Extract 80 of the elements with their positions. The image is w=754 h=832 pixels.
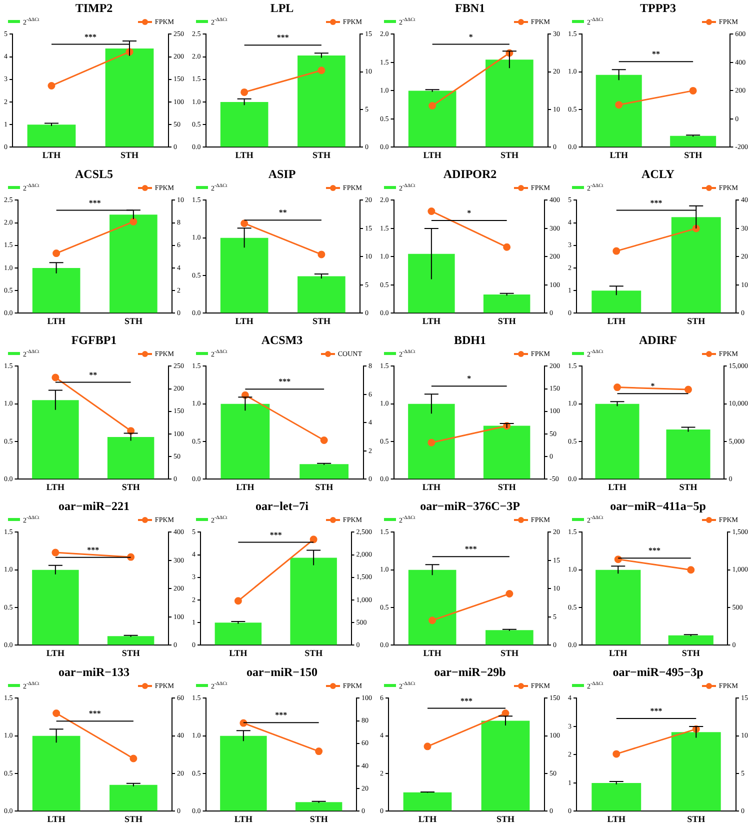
- x-tick-label: STH: [496, 814, 515, 824]
- x-tick-label: STH: [500, 648, 518, 658]
- chart-title: ACLY: [640, 166, 676, 182]
- x-tick-label: LTH: [607, 316, 626, 326]
- x-tick-label: STH: [687, 814, 706, 824]
- x-tick-label: STH: [682, 648, 700, 658]
- x-tick-label: LTH: [423, 648, 442, 658]
- x-tick-label: LTH: [609, 648, 628, 658]
- x-tick-label: LTH: [235, 316, 254, 326]
- x-tick-label: LTH: [607, 814, 626, 824]
- chart-title: oar−miR−29b: [433, 664, 507, 680]
- x-tick-label: STH: [315, 482, 334, 492]
- x-tick-label: LTH: [608, 482, 626, 492]
- chart-title: FBN1: [454, 0, 486, 16]
- chart-title: ACSM3: [260, 332, 304, 348]
- x-tick-label: LTH: [422, 482, 441, 492]
- x-tick-label: LTH: [46, 648, 65, 658]
- annotation: ***: [275, 710, 288, 720]
- x-tick-label: STH: [122, 482, 140, 492]
- chart-title: oar−miR−221: [58, 498, 130, 514]
- x-tick-label: STH: [310, 814, 328, 824]
- annotation: *: [467, 208, 472, 218]
- x-tick-label: STH: [498, 482, 516, 492]
- annotation: ***: [464, 544, 477, 554]
- annotation: ***: [460, 696, 472, 706]
- annotation: ***: [88, 709, 101, 718]
- chart-title: ACSL5: [74, 166, 114, 182]
- annotation: *: [467, 374, 472, 384]
- x-tick-label: STH: [684, 150, 702, 160]
- x-tick-label: LTH: [610, 150, 628, 160]
- chart-title: oar−let−7i: [254, 498, 310, 514]
- x-tick-label: LTH: [47, 814, 66, 824]
- x-tick-label: LTH: [422, 316, 441, 326]
- x-tick-label: LTH: [418, 814, 437, 824]
- x-tick-label: STH: [500, 150, 518, 160]
- chart-title: FGFBP1: [70, 332, 118, 348]
- chart-title: LPL: [269, 0, 295, 16]
- x-tick-label: LTH: [235, 150, 254, 160]
- annotation: ***: [650, 198, 662, 208]
- annotation: *: [650, 382, 655, 391]
- x-tick-label: LTH: [234, 814, 253, 824]
- x-tick-label: LTH: [236, 482, 254, 492]
- chart-title: ADIRF: [638, 332, 678, 348]
- annotation: **: [652, 50, 660, 59]
- chart-title: BDH1: [452, 332, 487, 348]
- x-tick-label: STH: [120, 150, 139, 160]
- x-tick-label: STH: [687, 316, 706, 326]
- annotation: ***: [87, 545, 100, 554]
- x-tick-label: LTH: [229, 648, 248, 658]
- x-tick-label: STH: [124, 316, 142, 326]
- x-tick-label: LTH: [46, 482, 65, 492]
- chart-title: TIMP2: [74, 0, 114, 16]
- x-tick-label: STH: [312, 150, 330, 160]
- annotation: ***: [88, 198, 101, 208]
- annotation: *: [468, 32, 473, 42]
- x-tick-label: LTH: [47, 316, 66, 326]
- chart-title: oar−miR−150: [246, 664, 318, 680]
- annotation: ***: [270, 530, 282, 540]
- chart-title: oar−miR−133: [58, 664, 130, 680]
- x-tick-label: STH: [304, 648, 323, 658]
- chart-title: oar−miR−411a−5p: [609, 498, 707, 514]
- annotation: ***: [84, 32, 96, 42]
- chart-title: oar−miR−376C−3P: [419, 498, 521, 514]
- chart-title: ASIP: [267, 166, 297, 182]
- x-tick-label: STH: [312, 316, 330, 326]
- annotation: ***: [278, 377, 291, 386]
- x-tick-label: STH: [124, 814, 142, 824]
- x-tick-label: STH: [498, 316, 516, 326]
- x-tick-label: STH: [122, 648, 140, 658]
- chart-title: TPPP3: [639, 0, 677, 16]
- x-tick-label: STH: [679, 482, 698, 492]
- annotation: ***: [276, 33, 289, 42]
- x-tick-label: LTH: [423, 150, 442, 160]
- chart-title: ADIPOR2: [442, 166, 498, 182]
- annotation: ***: [648, 546, 660, 556]
- chart-title: oar−miR−495−3p: [612, 664, 704, 680]
- annotation: **: [278, 208, 287, 218]
- x-tick-label: LTH: [42, 150, 61, 160]
- annotation: **: [89, 370, 98, 380]
- annotation: ***: [650, 706, 662, 716]
